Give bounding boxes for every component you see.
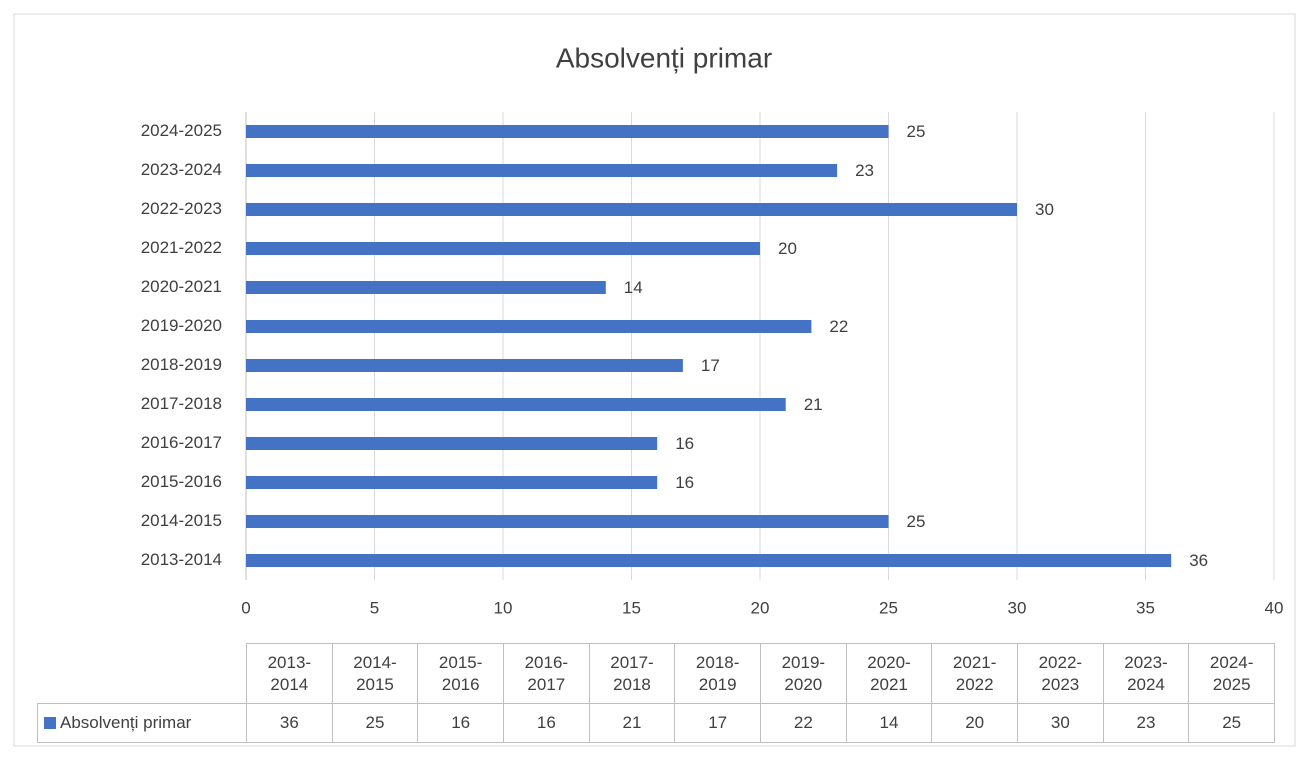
x-tick-label: 35	[1136, 598, 1155, 617]
table-value-cell: 16	[417, 703, 504, 743]
table-value-cell-text: 16	[536, 713, 556, 732]
bar	[246, 320, 812, 333]
bar	[246, 242, 760, 255]
bar	[246, 164, 838, 177]
table-header-cell: 2014-2015	[331, 643, 419, 704]
table-header-cell: 2022-2023	[1017, 643, 1104, 704]
table-value-cell: 30	[1017, 703, 1104, 743]
table-value-cell-text: 16	[451, 713, 471, 732]
table-value-cell: 25	[331, 703, 419, 743]
table-header-cell-text: 2013-2014	[267, 652, 312, 694]
data-label: 25	[907, 122, 926, 141]
table-header-cell-text: 2018-2019	[695, 652, 740, 694]
y-tick-label: 2014-2015	[141, 511, 222, 530]
table-value-cell: 14	[845, 703, 933, 743]
table-header-cell: 2019-2020	[760, 643, 847, 704]
table-value-cell: 16	[503, 703, 590, 743]
table-header-cell: 2020-2021	[845, 643, 933, 704]
y-tick-label: 2018-2019	[141, 355, 222, 374]
table-header-cell: 2016-2017	[503, 643, 590, 704]
table-header-cell-text: 2019-2020	[781, 652, 826, 694]
x-tick-label: 20	[751, 598, 770, 617]
x-tick-label: 40	[1265, 598, 1284, 617]
bar	[246, 515, 889, 528]
table-header-cell-text: 2017-2018	[610, 652, 654, 694]
table-header-cell-text: 2021-2022	[952, 652, 997, 694]
table-header-cell-text: 2024-2025	[1209, 652, 1254, 694]
table-header-cell-text: 2016-2017	[524, 652, 569, 694]
data-label: 30	[1035, 200, 1054, 219]
bar	[246, 281, 606, 294]
y-tick-label: 2016-2017	[141, 433, 222, 452]
y-tick-label: 2017-2018	[141, 394, 222, 413]
table-header-cell-text: 2023-2024	[1124, 652, 1168, 694]
x-tick-label: 10	[494, 598, 513, 617]
y-tick-label: 2013-2014	[141, 550, 222, 569]
chart-title: Absolvenți primar	[556, 42, 772, 73]
x-tick-label: 5	[370, 598, 379, 617]
data-label: 22	[829, 317, 848, 336]
table-value-cell-text: 22	[793, 713, 813, 732]
x-tick-label: 25	[879, 598, 898, 617]
bar	[246, 554, 1172, 567]
table-header-cell: 2024-2025	[1188, 643, 1275, 704]
legend-swatch	[44, 717, 56, 729]
table-value-cell: 23	[1102, 703, 1190, 743]
data-label: 17	[701, 356, 720, 375]
data-label: 21	[804, 395, 823, 414]
table-value-cell: 36	[246, 703, 333, 743]
y-tick-label: 2019-2020	[141, 316, 222, 335]
table-value-cell: 20	[931, 703, 1018, 743]
table-value-cell-text: 25	[365, 713, 385, 732]
table-header-cell-text: 2015-2016	[438, 652, 483, 694]
bar	[246, 203, 1017, 216]
data-label: 23	[855, 161, 874, 180]
x-tick-label: 15	[622, 598, 641, 617]
table-value-cell: 25	[1188, 703, 1275, 743]
table-header-cell-text: 2022-2023	[1038, 652, 1083, 694]
data-label: 14	[624, 278, 643, 297]
table-value-cell: 21	[588, 703, 676, 743]
x-tick-label: 30	[1008, 598, 1027, 617]
table-value-cell-text: 30	[1050, 713, 1070, 732]
table-value-cell-text: 25	[1222, 713, 1242, 732]
table-header-cell: 2021-2022	[931, 643, 1018, 704]
bar	[246, 437, 658, 450]
table-header-cell-text: 2020-2021	[867, 652, 911, 694]
table-header-cell: 2017-2018	[588, 643, 676, 704]
y-tick-label: 2022-2023	[141, 199, 222, 218]
y-tick-label: 2023-2024	[141, 160, 222, 179]
table-value-cell-text: 14	[879, 713, 899, 732]
table-header-cell: 2013-2014	[246, 643, 333, 704]
data-label: 16	[675, 434, 694, 453]
table-header-cell-text: 2014-2015	[353, 652, 397, 694]
table-value-cell-text: 17	[708, 713, 728, 732]
table-value-cell: 17	[674, 703, 761, 743]
table-value-cell-text: 36	[279, 713, 299, 732]
table-header-cell: 2023-2024	[1102, 643, 1190, 704]
bar	[246, 359, 683, 372]
bar	[246, 398, 786, 411]
table-value-cell-text: 23	[1136, 713, 1156, 732]
data-label: 16	[675, 473, 694, 492]
table-header-cell: 2015-2016	[417, 643, 504, 704]
y-tick-label: 2015-2016	[141, 472, 222, 491]
data-label: 25	[907, 512, 926, 531]
table-legend-cell: Absolvenți primar	[37, 703, 247, 743]
table-value-cell-text: 20	[965, 713, 985, 732]
x-tick-label: 0	[241, 598, 250, 617]
data-label: 20	[778, 239, 797, 258]
bar	[246, 125, 889, 138]
bar	[246, 476, 658, 489]
y-tick-label: 2020-2021	[141, 277, 222, 296]
y-tick-label: 2024-2025	[141, 121, 222, 140]
legend-label: Absolvenți primar	[60, 713, 192, 732]
y-tick-label: 2021-2022	[141, 238, 222, 257]
table-value-cell: 22	[760, 703, 847, 743]
data-label: 36	[1189, 551, 1208, 570]
table-header-cell: 2018-2019	[674, 643, 761, 704]
table-value-cell-text: 21	[622, 713, 642, 732]
